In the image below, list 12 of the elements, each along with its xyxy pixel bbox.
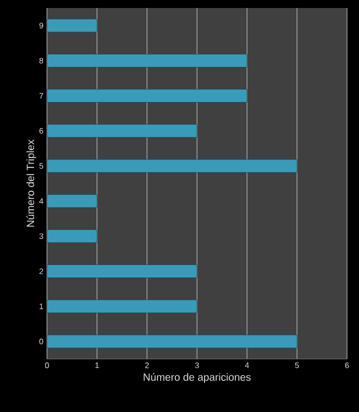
bar — [47, 159, 298, 173]
x-axis-title: Número de apariciones — [144, 373, 251, 383]
bar — [47, 264, 198, 278]
bar — [47, 334, 298, 348]
bar — [47, 229, 98, 243]
bar — [47, 54, 248, 68]
bar — [47, 300, 198, 314]
bar — [47, 124, 198, 138]
bar — [47, 18, 98, 32]
bar — [47, 194, 98, 208]
y-axis-title: Número del Triplex — [26, 140, 36, 227]
bar — [47, 89, 248, 102]
